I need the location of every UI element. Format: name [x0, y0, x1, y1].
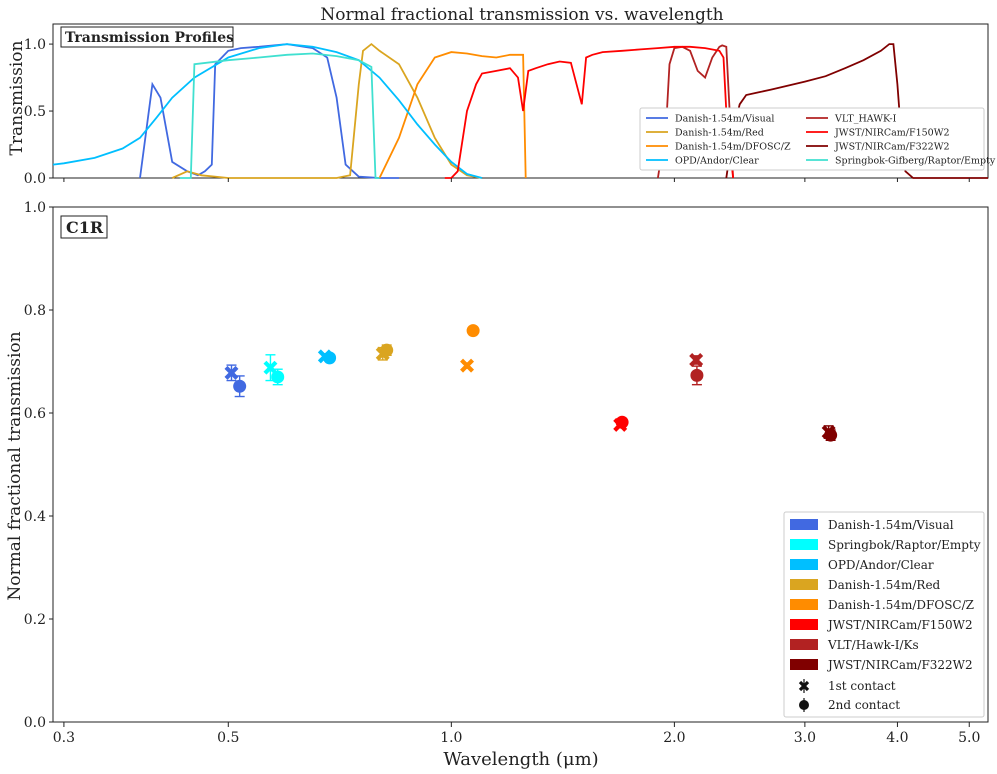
bottom-y-tick-label: 0.4 [24, 509, 46, 525]
bottom-y-tick-label: 0.2 [24, 612, 46, 628]
bottom-x-axis-label: Wavelength (μm) [443, 749, 598, 770]
bottom-x-tick-label: 2.0 [663, 730, 685, 746]
bottom-legend-label: JWST/NIRCam/F322W2 [826, 658, 973, 672]
legend-marker-circle [799, 700, 809, 710]
bottom-legend-swatch [790, 559, 818, 570]
bottom-legend-swatch [790, 659, 818, 670]
top-legend-frame [639, 107, 985, 171]
bottom-x-tick-label: 0.3 [53, 730, 75, 746]
bottom-legend-swatch [790, 579, 818, 590]
top-legend-label: Springbok-Gifberg/Raptor/Empty [835, 156, 996, 167]
second-contact-point [323, 351, 337, 365]
bottom-x-tick-label: 5.0 [958, 730, 980, 746]
bottom-x-tick-label: 4.0 [886, 730, 908, 746]
legend-marker-label: 2nd contact [828, 698, 900, 712]
second-contact-point [271, 370, 285, 384]
top-panel-label: Transmission Profiles [65, 30, 234, 46]
top-panel: 0.0 0.5 1.0 Transmission Profiles Transmis… [7, 23, 996, 187]
bottom-x-ticks: 0.3 0.5 1.0 2.0 3.0 4.0 5.0 [53, 722, 980, 746]
bottom-legend-swatch [790, 539, 818, 550]
bottom-legend-swatch [790, 639, 818, 650]
top-legend-label: Danish-1.54m/Red [675, 128, 764, 139]
top-series-line [444, 45, 734, 179]
top-legend-label: Danish-1.54m/DFOSC/Z [675, 142, 791, 153]
bottom-legend-swatch [790, 519, 818, 530]
bottom-panel-label-box [60, 215, 108, 239]
bottom-y-tick-label: 0.6 [24, 406, 46, 422]
bottom-legend-label: VLT/Hawk-I/Ks [827, 638, 919, 652]
bottom-legend-label: JWST/NIRCam/F150W2 [826, 618, 973, 632]
bottom-legend-label: Danish-1.54m/DFOSC/Z [828, 598, 974, 612]
bottom-y-tick-label: 0.8 [24, 303, 46, 319]
top-series-line [139, 43, 399, 179]
bottom-legend-label: Springbok/Raptor/Empty [828, 538, 981, 552]
bottom-x-tick-label: 0.5 [217, 730, 239, 746]
bottom-x-tick-label: 3.0 [794, 730, 816, 746]
bottom-legend-label: Danish-1.54m/Visual [828, 518, 954, 532]
bottom-legend-frame [783, 511, 985, 718]
bottom-data-points [224, 324, 838, 442]
top-legend-label: JWST/NIRCam/F322W2 [834, 142, 950, 153]
second-contact-point [380, 343, 394, 357]
bottom-y-tick-label: 0.0 [24, 715, 46, 731]
top-legend-label: OPD/Andor/Clear [675, 156, 759, 167]
bottom-legend-label: OPD/Andor/Clear [828, 558, 934, 572]
second-contact-point [233, 379, 247, 393]
second-contact-point [824, 428, 838, 442]
second-contact-point [690, 368, 704, 382]
top-panel-label-box [60, 26, 234, 48]
bottom-legend-label: Danish-1.54m/Red [828, 578, 941, 592]
top-series-line [179, 52, 380, 179]
bottom-y-ticks: 0.0 0.2 0.4 0.6 0.8 1.0 [24, 200, 53, 731]
top-series-line [657, 44, 734, 179]
top-legend-label: Danish-1.54m/Visual [675, 114, 774, 125]
bottom-y-axis-label: Normal fractional transmission [5, 331, 25, 600]
top-legend-label: JWST/NIRCam/F150W2 [834, 128, 950, 139]
top-series-line [378, 51, 527, 179]
legend-marker-x [798, 680, 810, 692]
top-series-line [52, 43, 483, 179]
figure-title: Normal fractional transmission vs. wavel… [320, 5, 723, 25]
top-panel-frame [52, 23, 989, 179]
top-y-tick-label: 0.5 [24, 104, 46, 120]
top-y-ticks: 0.0 0.5 1.0 [24, 37, 53, 187]
second-contact-point [466, 324, 480, 338]
bottom-panel-label: C1R [66, 218, 104, 237]
top-legend-label: VLT_HAWK-I [834, 114, 897, 125]
top-legend-items: Danish-1.54m/Visual Danish-1.54m/Red Danis… [646, 114, 996, 167]
top-legend: Danish-1.54m/Visual Danish-1.54m/Red Danis… [639, 107, 996, 171]
bottom-legend-swatch [790, 619, 818, 630]
top-y-tick-label: 0.0 [24, 171, 46, 187]
first-contact-point [263, 360, 278, 375]
bottom-legend-items: Danish-1.54m/Visual Springbok/Raptor/Empt… [790, 518, 981, 712]
bottom-y-tick-label: 1.0 [24, 200, 46, 216]
first-contact-point [460, 358, 475, 373]
bottom-legend: Danish-1.54m/Visual Springbok/Raptor/Empt… [783, 511, 985, 718]
second-contact-point [615, 415, 629, 429]
bottom-panel-frame [52, 206, 989, 723]
top-x-ticks [63, 178, 970, 182]
bottom-panel: 0.0 0.2 0.4 0.6 0.8 1.0 0.3 0.5 1.0 2.0 3.0 4.0 5.0… [5, 200, 989, 770]
top-y-tick-label: 1.0 [24, 37, 46, 53]
legend-marker-label: 1st contact [828, 679, 896, 693]
first-contact-point [689, 352, 704, 367]
top-y-axis-label: Transmission [7, 41, 27, 156]
bottom-x-tick-label: 1.0 [440, 730, 462, 746]
bottom-legend-swatch [790, 599, 818, 610]
